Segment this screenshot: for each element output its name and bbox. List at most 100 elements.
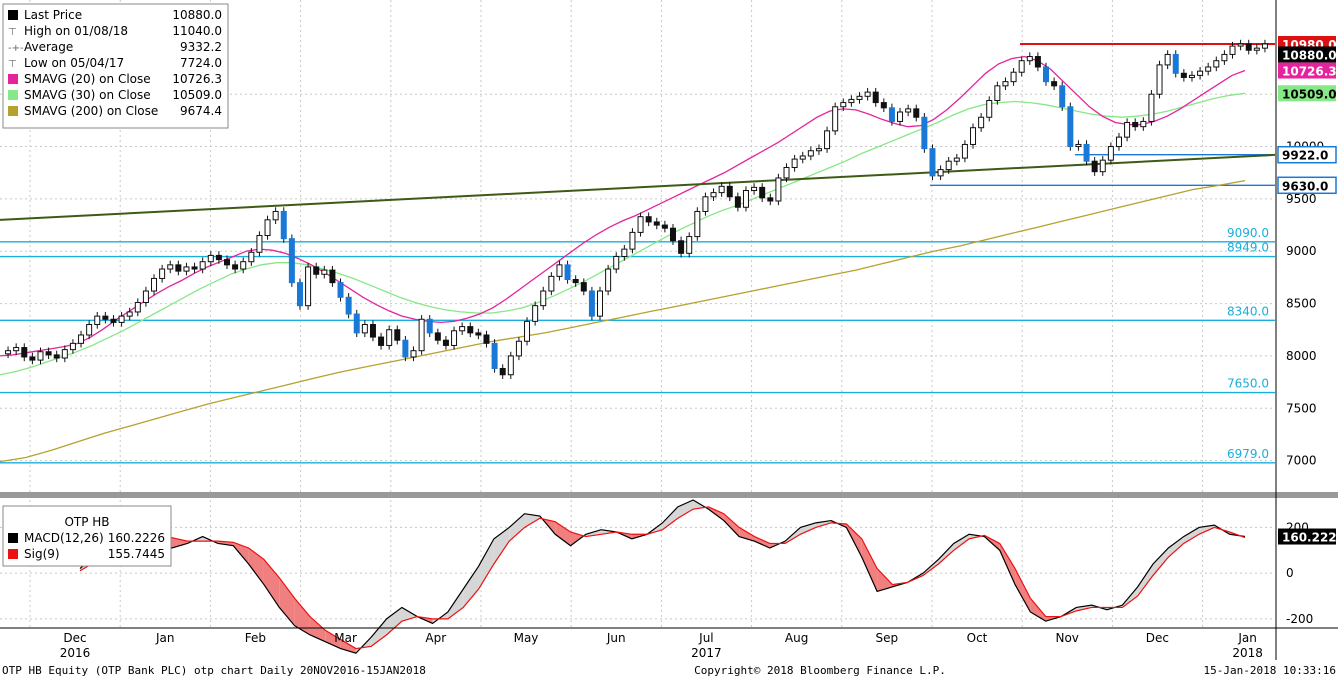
candle-body: [499, 367, 506, 376]
candle-body: [1180, 72, 1187, 78]
candle-body: [1261, 43, 1268, 49]
candle-body: [126, 311, 133, 317]
candle-body: [175, 264, 182, 272]
candle-body: [1148, 93, 1155, 122]
legend-value: 10509.0: [172, 88, 222, 102]
candle-body: [361, 324, 368, 334]
macd-histogram-fill: [263, 559, 280, 608]
candle-body: [994, 85, 1001, 101]
macd-tick-label: 0: [1286, 566, 1294, 580]
candle-body: [1002, 81, 1009, 87]
month-tick-label: Jan: [155, 631, 175, 645]
price-level-label: 8340.0: [1227, 304, 1269, 318]
macd-histogram-fill: [555, 521, 571, 546]
candle-body: [734, 196, 741, 208]
candle-body: [102, 315, 109, 320]
candle-body: [613, 255, 620, 270]
legend-label: High on 01/08/18: [24, 24, 128, 38]
candle-body: [167, 264, 174, 270]
price-tick-label: 7500: [1286, 401, 1317, 415]
legend-label: SMAVG (30) on Close: [24, 88, 151, 102]
value-tag: [1277, 145, 1337, 164]
price-legend-box: [2, 3, 229, 129]
candle-body: [1205, 66, 1212, 72]
smavg-200-series: [0, 179, 1246, 463]
year-tick-label: 2017: [691, 646, 722, 660]
macd-histogram-fill: [171, 537, 188, 548]
month-tick-label: Nov: [1055, 631, 1078, 645]
value-tag: [1278, 62, 1336, 79]
year-tick-label: 2018: [1232, 646, 1263, 660]
candle-body: [134, 302, 141, 313]
candle-body: [1172, 53, 1179, 74]
legend-label: SMAVG (20) on Close: [24, 72, 151, 86]
candle-body: [272, 210, 279, 221]
legend-label: Sig(9): [24, 547, 60, 561]
macd-value-tag: [1278, 528, 1336, 545]
price-tick-label: 8000: [1286, 349, 1317, 363]
value-tag-label: 10726.3: [1282, 65, 1337, 79]
candle-body: [223, 259, 230, 266]
candle-body: [418, 318, 425, 352]
value-tag: [1277, 176, 1337, 195]
macd-histogram-fill: [463, 566, 479, 608]
candle-body: [1034, 56, 1041, 68]
macd-histogram-fill: [953, 534, 970, 551]
candle-body: [978, 116, 985, 129]
candle-body: [775, 177, 782, 202]
candle-body: [248, 251, 255, 263]
candle-body: [1018, 60, 1025, 73]
candle-body: [232, 264, 239, 270]
candle-body: [1124, 121, 1131, 138]
macd-histogram-fill: [739, 527, 755, 542]
month-tick-label: Sep: [875, 631, 898, 645]
macd-line: [79, 499, 1246, 654]
macd-histogram-fill: [1183, 527, 1200, 544]
candle-body: [151, 277, 158, 292]
macd-histogram-fill: [877, 568, 893, 592]
macd-histogram-fill: [340, 639, 356, 654]
candle-body: [369, 324, 376, 338]
candle-body: [832, 106, 839, 132]
candle-body: [1059, 85, 1066, 108]
candle-body: [970, 127, 977, 145]
candle-body: [53, 354, 60, 359]
footer-copyright: Copyright© 2018 Bloomberg Finance L.P.: [694, 664, 946, 677]
candle-body: [86, 324, 93, 336]
candle-body: [1237, 43, 1244, 47]
candle-body: [767, 197, 774, 202]
candle-body: [37, 351, 44, 361]
macd-histogram-fill: [723, 513, 740, 537]
macd-histogram-fill: [861, 538, 878, 592]
legend-swatch: [8, 106, 18, 116]
legend-value: 9332.2: [180, 40, 222, 54]
macd-histogram-fill: [294, 598, 310, 635]
candle-body: [515, 340, 522, 357]
candle-body: [807, 150, 814, 157]
month-tick-label: Oct: [967, 631, 988, 645]
macd-tick-label: -200: [1286, 612, 1313, 626]
candle-body: [78, 334, 85, 344]
year-tick-label: 2016: [60, 646, 91, 660]
candle-body: [410, 350, 417, 358]
candle-body: [1140, 120, 1147, 128]
candle-body: [694, 210, 701, 238]
macd-histogram-fill: [478, 538, 494, 590]
legend-label: Low on 05/04/17: [24, 56, 124, 70]
candle-body: [1132, 121, 1139, 128]
candle-body: [394, 329, 401, 341]
candle-body: [718, 185, 725, 194]
macd-value-tag-label: 160.2226: [1282, 531, 1338, 545]
legend-swatch: [8, 74, 18, 84]
candle-body: [1107, 146, 1114, 161]
candle-body: [118, 315, 125, 323]
macd-histogram-fill: [938, 543, 954, 564]
trendline: [0, 153, 1276, 221]
legend-label: SMAVG (200) on Close: [24, 104, 158, 118]
candle-body: [653, 221, 660, 226]
legend-swatch: [8, 533, 18, 543]
candlestick-series: [5, 39, 1268, 379]
candle-body: [353, 313, 360, 334]
candle-body: [799, 155, 806, 160]
month-tick-label: Jun: [606, 631, 626, 645]
